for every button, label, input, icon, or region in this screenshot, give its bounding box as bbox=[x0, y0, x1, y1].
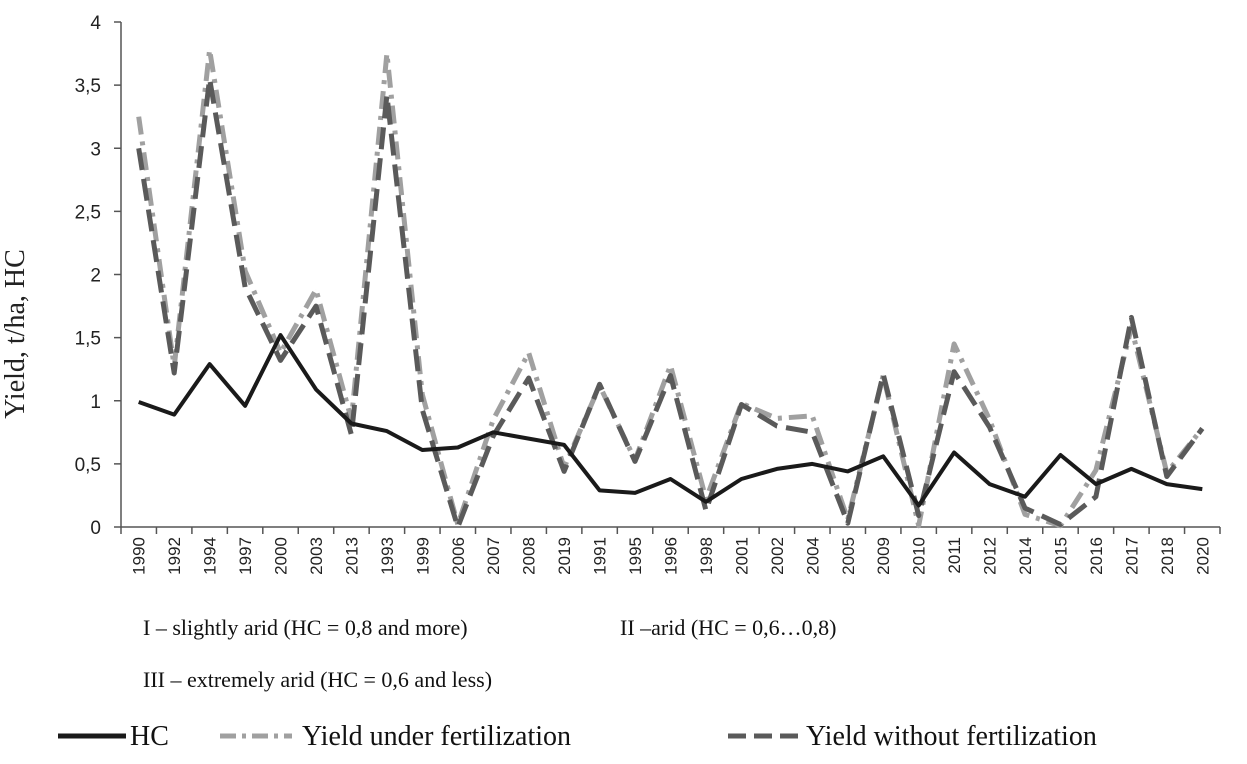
x-tick-label: 2016 bbox=[1087, 537, 1106, 575]
x-tick-label: 2019 bbox=[555, 537, 574, 575]
x-tick-label: 1998 bbox=[697, 537, 716, 575]
legend-label-hc: HC bbox=[130, 721, 169, 752]
y-tick-label: 0 bbox=[90, 518, 101, 539]
y-tick-label: 0,5 bbox=[75, 455, 101, 476]
x-tick-label: 1994 bbox=[201, 537, 220, 575]
x-tick-label: 2011 bbox=[945, 537, 964, 574]
series-line-hc bbox=[138, 333, 1203, 508]
series-lines bbox=[136, 47, 1205, 530]
x-tick-label: 2006 bbox=[449, 537, 468, 575]
x-tick-label: 2013 bbox=[342, 537, 361, 575]
x-tick-label: 1999 bbox=[413, 537, 432, 575]
x-tick-label: 2008 bbox=[520, 537, 539, 575]
zone-note-1: I – slightly arid (HC = 0,8 and more) bbox=[143, 615, 468, 640]
x-tick-label: 2015 bbox=[1051, 537, 1070, 575]
y-tick-label: 4 bbox=[90, 13, 101, 34]
x-tick-label: 2000 bbox=[272, 537, 291, 575]
x-tick-label: 2001 bbox=[732, 537, 751, 575]
x-tick-label: 2007 bbox=[484, 537, 503, 575]
x-axis-ticks: 1990 1992 1994 1997 2000 2003 2013 1993 1999 2006… bbox=[120, 527, 1221, 575]
zone-note-2: II –arid (HC = 0,6…0,8) bbox=[620, 615, 836, 640]
legend-label-fert: Yield under fertilization bbox=[302, 721, 571, 752]
legend-label-nofert: Yield without fertilization bbox=[806, 721, 1097, 752]
x-tick-label: 2002 bbox=[768, 537, 787, 575]
x-tick-label: 1991 bbox=[591, 537, 610, 575]
x-tick-label: 2010 bbox=[910, 537, 929, 575]
x-tick-label: 1992 bbox=[165, 537, 184, 575]
axes bbox=[120, 22, 1220, 528]
x-tick-label: 1993 bbox=[378, 537, 397, 575]
zone-note-3: III – extremely arid (HC = 0,6 and less) bbox=[143, 667, 492, 692]
y-tick-label: 2,5 bbox=[75, 202, 101, 223]
legend: HC Yield under fertilization Yield witho… bbox=[58, 721, 1097, 752]
y-axis-ticks: 0 0,5 1 1,5 2 2,5 3 3,5 4 bbox=[75, 13, 121, 539]
x-tick-label: 1995 bbox=[626, 537, 645, 575]
x-tick-label: 2009 bbox=[874, 537, 893, 575]
x-tick-label: 1990 bbox=[130, 537, 149, 575]
x-tick-label: 1997 bbox=[236, 537, 255, 575]
y-axis-label: Yield, t/ha, HC bbox=[0, 249, 31, 419]
y-tick-label: 3,5 bbox=[75, 76, 101, 97]
x-tick-label: 2003 bbox=[307, 537, 326, 575]
x-tick-label: 2020 bbox=[1193, 537, 1212, 575]
series-line-yield-under-fertilization bbox=[136, 47, 1205, 529]
x-tick-label: 2018 bbox=[1158, 537, 1177, 575]
x-tick-label: 2012 bbox=[981, 537, 1000, 575]
x-tick-label: 1996 bbox=[662, 537, 681, 575]
y-tick-label: 2 bbox=[90, 266, 101, 287]
x-tick-label: 2014 bbox=[1016, 537, 1035, 575]
x-tick-label: 2005 bbox=[839, 537, 858, 575]
x-tick-label: 2017 bbox=[1122, 537, 1141, 575]
y-tick-label: 3 bbox=[90, 139, 101, 160]
y-tick-label: 1 bbox=[90, 392, 101, 413]
y-tick-label: 1,5 bbox=[75, 329, 101, 350]
x-tick-label: 2004 bbox=[803, 537, 822, 575]
series-line-yield-without-fertilization bbox=[136, 76, 1205, 530]
